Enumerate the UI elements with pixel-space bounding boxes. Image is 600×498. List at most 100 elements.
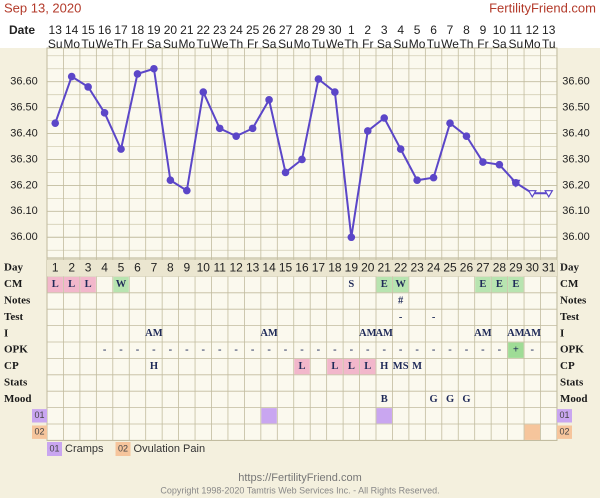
cell-value: E [381,279,388,290]
chart-date: Sep 13, 2020 [4,0,81,15]
day-number: 15 [279,260,293,274]
cell-value: - [350,345,354,356]
day-number: 7 [151,260,158,274]
row-label-right: I [560,327,564,339]
y-tick-label: 36.20 [10,179,38,191]
row-label-right: CM [560,278,579,290]
cell-value: - [531,345,535,356]
weekday-label: Mo [178,37,195,51]
temperature-point [331,88,339,96]
weekday-label: Th [229,37,243,51]
legend-name: Cramps [65,443,104,455]
temperature-point [429,173,438,182]
row-label: CM [4,278,23,290]
date-label: 16 [98,23,112,37]
weekday-label: Sa [492,37,507,51]
weekday-label: Su [508,37,523,51]
legend-name: Ovulation Pain [134,443,206,455]
day-number: 27 [476,260,490,274]
site-name: FertilityFriend.com [489,0,596,15]
day-number: 6 [134,260,141,274]
legend-code: 01 [49,443,59,453]
date-label: 24 [229,23,243,37]
date-label: 6 [430,23,437,37]
symptom-code-right-box [557,425,572,439]
cell-value: - [103,345,107,356]
temperature-point [248,124,257,133]
temperature-point [281,168,290,177]
cell-value: - [366,345,370,356]
day-number: 20 [361,260,375,274]
cell-value: E [512,279,519,290]
cell-value: AM [507,328,525,339]
cell-bg [294,358,310,375]
date-label: 14 [65,23,79,37]
weekday-label: We [441,37,459,51]
day-number: 18 [328,260,342,274]
cell-value: H [150,361,158,372]
weekday-label: Fr [247,37,258,51]
cell-value: E [479,279,486,290]
table-area [46,259,558,441]
date-label: 20 [164,23,178,37]
date-label: 3 [381,23,388,37]
temperature-point [347,233,356,242]
temperature-point [446,119,454,127]
cell-value: - [498,345,502,356]
date-label: 30 [328,23,342,37]
weekday-label: Sa [262,37,277,51]
date-label: 21 [180,23,194,37]
date-label: 13 [49,23,63,37]
cell-bg [392,276,409,293]
date-label: 23 [213,23,227,37]
day-number: 21 [378,260,392,274]
cell-value: - [415,345,419,356]
date-label: 4 [397,23,404,37]
day-number: 29 [509,260,523,274]
cell-value: W [395,279,406,290]
weekday-label: Mo [409,37,426,51]
cell-value: - [152,345,156,356]
cell-value: AM [260,328,278,339]
date-label: 10 [493,23,507,37]
temperature-point [413,176,421,185]
cell-value: - [317,345,321,356]
day-number: 23 [410,260,424,274]
symptom-code: 01 [34,410,44,420]
weekday-label: Su [48,37,63,51]
temperature-point [462,132,471,140]
legend-swatch [115,442,131,456]
row-label: Test [4,311,23,323]
day-number: 28 [493,260,507,274]
day-number: 16 [295,260,309,274]
date-label: 2 [364,23,371,37]
cell-bg [360,358,376,375]
weekday-label: Su [163,37,178,51]
cell-value: AM [145,328,163,339]
weekday-label: Sa [147,37,162,51]
weekday-label: Fr [132,37,143,51]
day-row-bg [47,260,557,277]
day-number: 10 [197,260,211,274]
cell-value: - [399,312,403,323]
cell-value: AM [359,328,377,339]
cell-value: L [348,361,355,372]
temperature-point [199,88,208,96]
row-label: Day [4,262,23,274]
weekday-label: Tu [312,37,326,51]
plot-area [46,47,558,259]
date-label: 19 [147,23,161,37]
cell-value: - [432,345,436,356]
date-label: 22 [197,23,211,37]
date-label: 8 [463,23,470,37]
cell-value: M [412,361,422,372]
weekday-label: Th [114,37,128,51]
row-label-right: OPK [560,344,584,356]
cell-value: L [331,361,338,372]
weekday-label: Fr [477,37,488,51]
cell-value: G [429,394,437,405]
y-tick-label-right: 36.30 [562,153,590,165]
cell-value: G [446,394,454,405]
cell-value: - [333,345,337,356]
weekday-label: Mo [294,37,311,51]
